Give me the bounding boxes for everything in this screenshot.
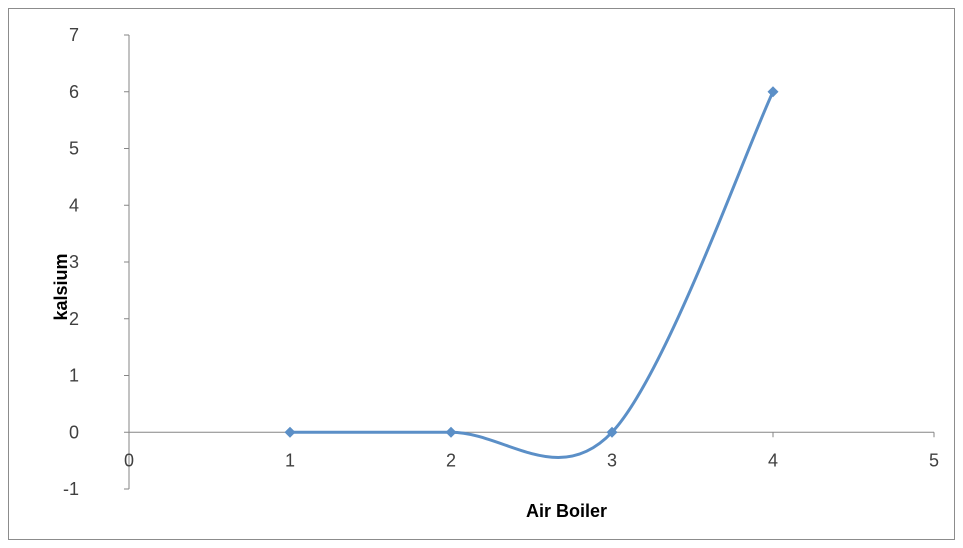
series-line bbox=[288, 90, 775, 459]
y-tick-label: 3 bbox=[69, 252, 79, 272]
y-tick-label: 0 bbox=[69, 422, 79, 442]
x-tick-label: 3 bbox=[607, 450, 617, 470]
chart-svg: -1 0 1 2 3 4 5 6 7 0 1 2 3 4 5 Air Boiler kalsium bbox=[51, 25, 939, 521]
y-axis-title: kalsium bbox=[51, 253, 71, 320]
series-layer bbox=[284, 86, 779, 459]
data-point-marker bbox=[284, 426, 296, 438]
y-tick-label: -1 bbox=[63, 479, 79, 499]
x-tick-label: 0 bbox=[124, 450, 134, 470]
axes bbox=[124, 34, 935, 490]
chart-area: -1 0 1 2 3 4 5 6 7 0 1 2 3 4 5 Air Boiler kalsium bbox=[8, 8, 955, 540]
x-axis-title: Air Boiler bbox=[526, 501, 607, 521]
x-tick-label: 4 bbox=[768, 450, 778, 470]
y-tick-label: 1 bbox=[69, 366, 79, 386]
y-tick-label: 7 bbox=[69, 25, 79, 45]
y-tick-label: 4 bbox=[69, 195, 79, 215]
data-point-marker bbox=[606, 426, 618, 438]
tick-labels: -1 0 1 2 3 4 5 6 7 0 1 2 3 4 5 bbox=[63, 25, 939, 499]
x-tick-label: 2 bbox=[446, 450, 456, 470]
x-tick-label: 5 bbox=[929, 450, 939, 470]
x-tick-label: 1 bbox=[285, 450, 295, 470]
y-tick-label: 2 bbox=[69, 309, 79, 329]
y-tick-label: 5 bbox=[69, 139, 79, 159]
data-point-marker bbox=[767, 86, 779, 98]
y-tick-label: 6 bbox=[69, 82, 79, 102]
data-point-marker bbox=[445, 426, 457, 438]
